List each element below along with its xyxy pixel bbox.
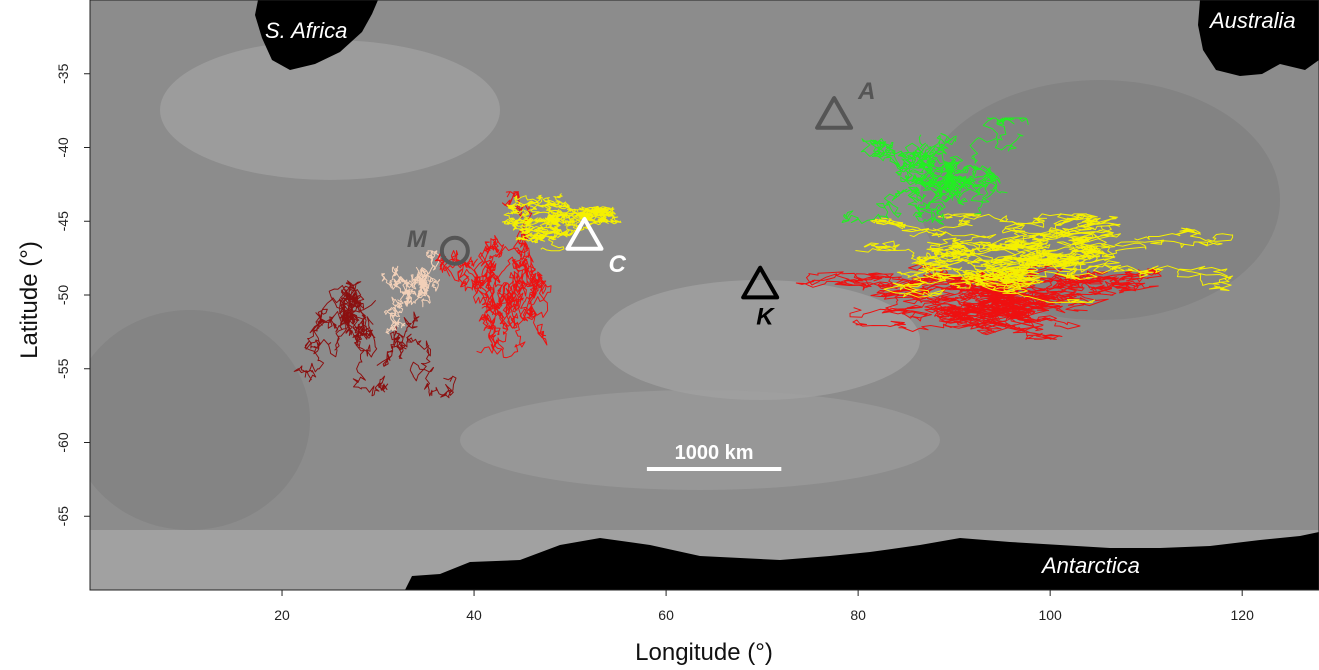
site-c-label: C	[608, 251, 626, 278]
animal-track	[909, 213, 1027, 255]
y-tick-label: -45	[55, 211, 71, 231]
animal-track	[999, 273, 1112, 293]
animal-track	[419, 250, 442, 292]
animal-track	[481, 261, 513, 328]
x-tick-label: 120	[1231, 607, 1255, 623]
animal-track	[1082, 264, 1234, 291]
site-a-marker	[815, 96, 854, 130]
site-k-label: K	[756, 304, 775, 331]
animal-track	[480, 235, 505, 283]
y-tick-label: -65	[55, 506, 71, 526]
shallow-plateau-west	[160, 40, 500, 180]
animal-track	[506, 200, 557, 232]
animal-track	[473, 252, 544, 297]
site-k-marker	[741, 265, 780, 300]
animal-track	[908, 288, 1081, 336]
site-m-label: M	[407, 226, 428, 253]
deep-basin-west	[90, 310, 310, 530]
animal-track	[410, 273, 431, 308]
y-axis-title: Latitude (°)	[16, 241, 43, 359]
animal-track	[841, 186, 927, 224]
animal-track	[497, 275, 548, 346]
x-tick-label: 20	[274, 607, 290, 623]
animal-track	[926, 240, 1086, 269]
animal-track	[946, 165, 1008, 203]
scale-bar-label: 1000 km	[675, 442, 754, 464]
x-axis-title: Longitude (°)	[635, 639, 773, 666]
site-m-marker	[439, 235, 470, 266]
x-tick-label: 100	[1038, 607, 1062, 623]
animal-track	[381, 273, 413, 296]
animal-track	[501, 205, 532, 231]
animal-track	[293, 297, 345, 383]
x-tick-label: 40	[466, 607, 482, 623]
animal-track	[383, 301, 406, 335]
animal-track	[912, 165, 998, 225]
y-tick-label: -50	[55, 285, 71, 305]
antarctica-label: Antarctica	[1040, 553, 1140, 578]
map-panel: M C K A	[90, 0, 1319, 590]
animal-track	[1067, 277, 1159, 307]
animal-track	[900, 134, 937, 188]
animal-track	[1001, 213, 1121, 249]
animal-track	[376, 311, 420, 367]
sites-layer: M C K A	[407, 78, 876, 331]
animal-track	[923, 133, 957, 175]
site-c-marker	[565, 217, 604, 251]
shallow-plateau-kerguelen	[600, 280, 920, 400]
tracks-layer	[293, 117, 1234, 399]
animal-track	[416, 267, 440, 299]
x-tick-label: 80	[850, 607, 866, 623]
animal-track	[982, 257, 1078, 295]
animal-track	[883, 264, 981, 298]
y-axis: -35 -40 -45 -50 -55 -60 -65	[55, 63, 90, 526]
south-africa-landmass	[255, 0, 378, 70]
animal-track	[849, 282, 1007, 318]
shallow-ridge-south	[460, 390, 940, 490]
animal-track	[870, 217, 997, 270]
animal-track	[459, 256, 552, 327]
scale-bar: 1000 km	[646, 442, 782, 472]
australia-landmass	[1198, 0, 1319, 76]
animal-track	[582, 207, 622, 226]
animal-track	[962, 274, 1077, 317]
x-axis: 20 40 60 80 100 120	[274, 590, 1254, 623]
animal-track	[542, 193, 570, 218]
animal-track	[514, 194, 575, 225]
animal-track	[986, 216, 1096, 257]
site-a-label: A	[857, 78, 875, 105]
y-tick-label: -60	[55, 432, 71, 452]
animal-track	[855, 240, 971, 269]
antarctica-landmass	[405, 532, 1319, 590]
animal-track	[969, 117, 1029, 164]
animal-track	[342, 281, 367, 341]
animal-track	[494, 242, 534, 311]
y-tick-label: -35	[55, 63, 71, 83]
x-tick-label: 60	[658, 607, 674, 623]
animal-track	[936, 295, 1089, 322]
south-africa-label: S. Africa	[265, 18, 347, 43]
animal-track	[916, 152, 984, 215]
animal-track	[525, 228, 574, 242]
y-tick-label: -40	[55, 137, 71, 157]
animal-track	[476, 305, 503, 355]
animal-track	[1053, 227, 1234, 273]
y-tick-label: -55	[55, 358, 71, 378]
animal-track	[983, 243, 1056, 275]
australia-label: Australia	[1208, 8, 1296, 33]
animal-track	[434, 249, 491, 306]
animal-track	[996, 254, 1120, 285]
animal-track	[398, 333, 457, 399]
animal-track	[352, 327, 389, 397]
